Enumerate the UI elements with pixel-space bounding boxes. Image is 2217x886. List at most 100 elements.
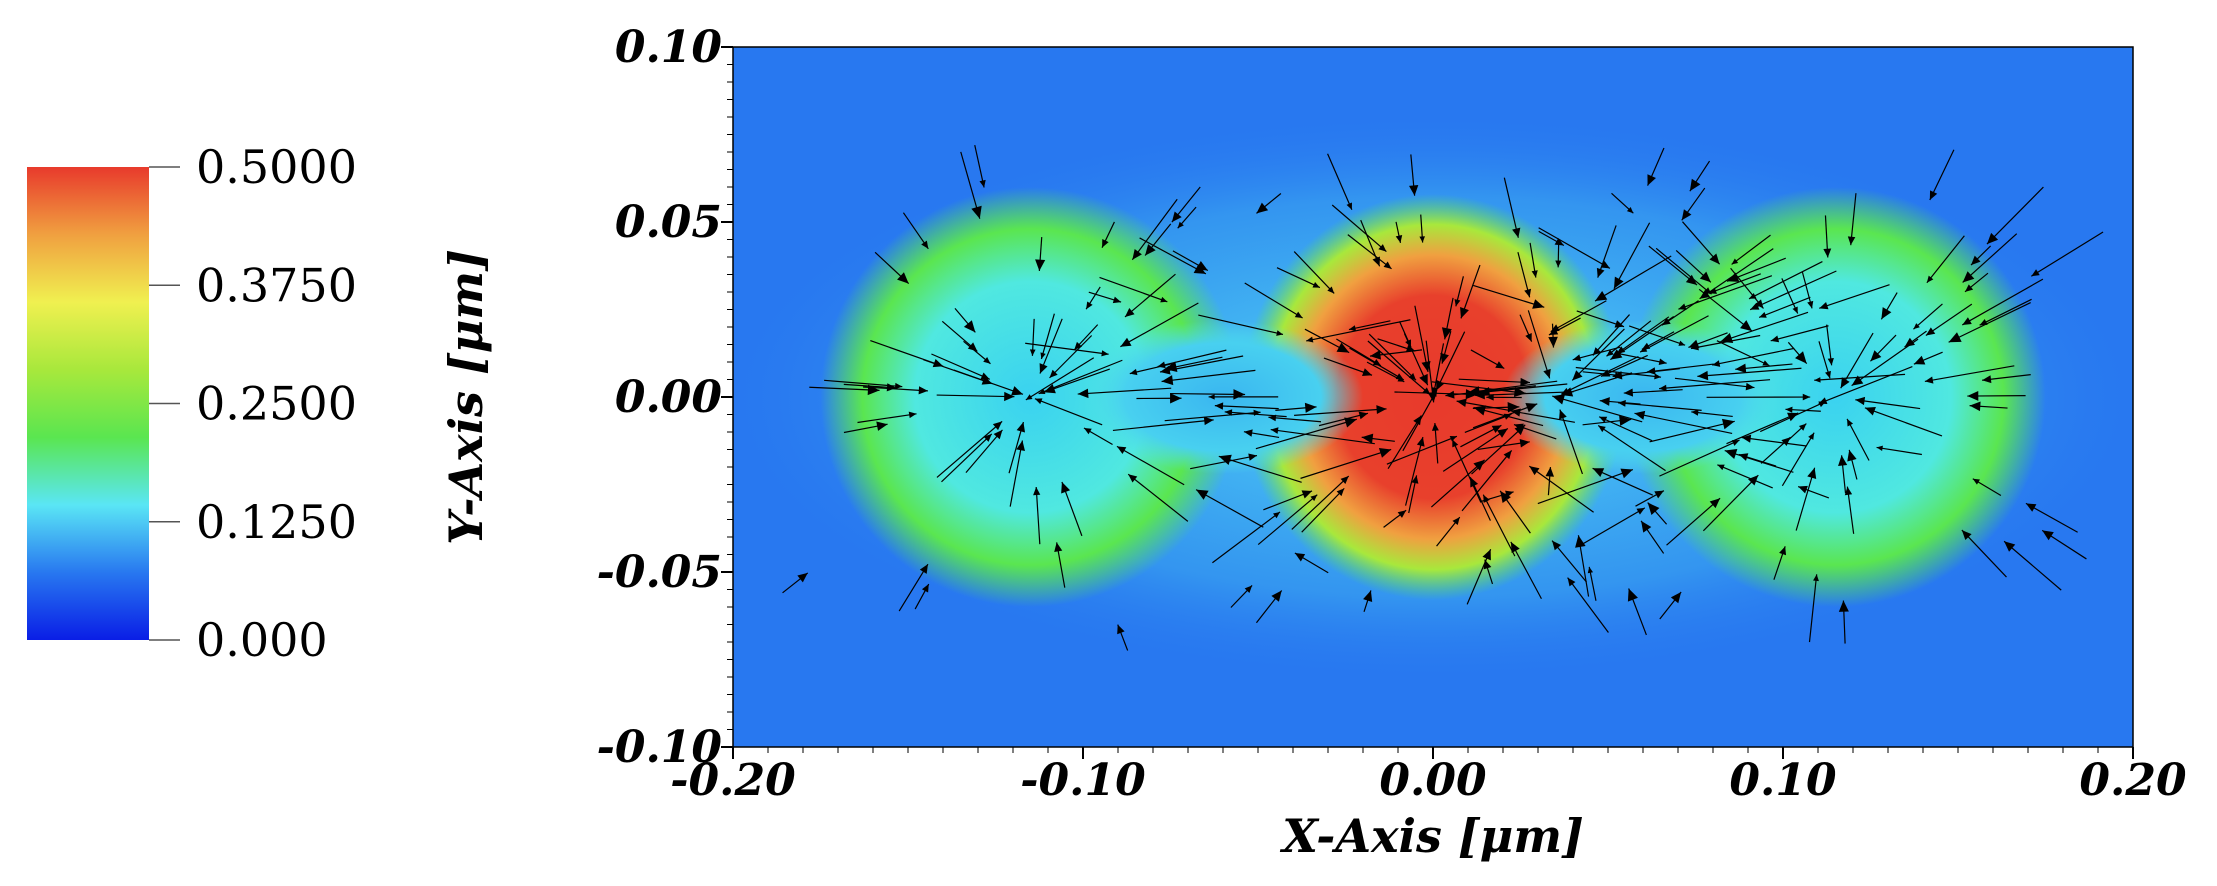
vector-arrow: [1850, 193, 1857, 246]
x-axis-title: X-Axis [μm]: [1279, 809, 1584, 863]
vector-arrowhead: [1913, 355, 1926, 365]
vector-arrowhead: [971, 205, 982, 219]
vector-arrowhead: [1717, 464, 1725, 471]
vector-arrow: [1009, 440, 1024, 507]
vector-arrowhead: [1626, 206, 1634, 214]
colorbar-tick-label: 0.000: [196, 613, 328, 667]
x-tick-label: 0.10: [1729, 755, 1837, 806]
vector-arrowhead: [1160, 296, 1168, 303]
vector-arrow: [1986, 186, 2044, 245]
vector-arrowhead: [1814, 377, 1821, 383]
vector-arrow: [1726, 412, 1799, 445]
vector-arrowhead: [983, 433, 992, 442]
vector-arrowhead: [1614, 320, 1625, 328]
vector-arrowhead: [1709, 498, 1721, 509]
vector-arrowhead: [1792, 306, 1798, 314]
vector-arrowhead: [1748, 475, 1759, 486]
vector-arrowhead: [1301, 490, 1313, 499]
vector-arrowhead: [1606, 349, 1614, 357]
vector-arrow: [1979, 298, 2032, 326]
vector-arrow: [1962, 233, 2018, 283]
vector-arrowhead: [1904, 337, 1915, 348]
colorbar-tick-label: 0.2500: [196, 377, 357, 431]
vector-arrow: [870, 340, 944, 367]
vector-arrow: [1212, 511, 1281, 564]
vector-arrowhead: [1543, 368, 1551, 379]
vector-arrowhead: [1128, 474, 1138, 483]
vector-arrowhead: [1552, 540, 1562, 551]
vector-arrowhead: [1468, 386, 1480, 397]
vector-arrow: [1846, 418, 1870, 461]
vector-arrowhead: [1610, 349, 1623, 360]
vector-arrow: [1331, 204, 1387, 253]
vector-arrowhead: [1575, 535, 1586, 548]
vector-arrowhead: [1086, 301, 1093, 310]
vector-arrow: [1724, 449, 1794, 473]
vector-arrowhead: [1731, 258, 1739, 265]
vector-arrowhead: [1327, 286, 1335, 294]
vector-arrowhead: [1035, 259, 1046, 271]
vector-arrow: [965, 429, 1003, 473]
vector-arrowhead: [2031, 269, 2040, 277]
vector-arrowhead: [1948, 332, 1962, 343]
vector-arrow: [1592, 314, 1630, 356]
vector-arrowhead: [1116, 446, 1127, 454]
vector-arrowhead: [1306, 336, 1314, 343]
vector-arrow: [1294, 408, 1387, 416]
vector-arrowhead: [1798, 485, 1808, 494]
vector-arrowhead: [1659, 384, 1667, 392]
vector-arrowhead: [1712, 360, 1721, 367]
vector-arrow: [1368, 333, 1417, 381]
vector-arrowhead: [1640, 346, 1648, 353]
vector-arrow: [1300, 448, 1392, 479]
vector-arrowhead: [1276, 330, 1283, 336]
vector-arrow: [1112, 419, 1214, 432]
vector-arrowhead: [1224, 409, 1233, 416]
vector-arrowhead: [1101, 350, 1109, 357]
vector-arrowhead: [1847, 418, 1854, 427]
vector-arrowhead: [1818, 397, 1828, 405]
vector-arrowhead: [1755, 299, 1764, 309]
vector-arrowhead: [1704, 287, 1712, 295]
vector-arrowhead: [1720, 332, 1734, 343]
vector-arrowhead: [1870, 350, 1882, 362]
vector-arrowhead: [1658, 358, 1667, 366]
y-tick-label: 0.10: [615, 22, 723, 73]
vector-arrowhead: [1421, 361, 1431, 372]
x-tick-label: -0.20: [670, 755, 796, 806]
vector-arrowhead: [993, 429, 1003, 440]
vector-arrowhead: [1929, 190, 1938, 201]
vector-arrow: [1597, 225, 1617, 278]
vector-arrowhead: [1378, 244, 1387, 252]
vector-arrowhead: [1525, 403, 1538, 413]
vector-arrowhead: [1208, 394, 1215, 400]
vector-arrowhead: [1129, 368, 1138, 376]
vector-arrowhead: [1688, 339, 1700, 349]
vector-arrow: [809, 386, 880, 391]
x-tick-label: -0.10: [1020, 755, 1146, 806]
vector-arrowhead: [1157, 361, 1166, 369]
vector-arrowhead: [1507, 402, 1520, 413]
vector-arrowhead: [1074, 341, 1082, 350]
vector-arrow: [1571, 328, 1625, 381]
vector-arrow: [953, 369, 1024, 395]
vector-arrowhead: [1034, 398, 1043, 405]
vector-arrow: [1336, 338, 1382, 367]
vector-arrow: [1594, 255, 1672, 302]
vector-arrowhead: [1685, 274, 1698, 286]
vector-arrowhead: [1248, 453, 1258, 461]
vector-arrowhead: [1825, 370, 1831, 379]
vector-arrowhead: [1592, 468, 1605, 477]
vector-arrow: [1291, 475, 1350, 530]
vector-arrow: [1347, 234, 1392, 270]
vector-arrowhead: [1855, 396, 1866, 406]
vector-arrow: [1649, 420, 1735, 443]
vector-arrow: [1127, 473, 1189, 522]
vector-arrow: [1855, 399, 1921, 410]
vector-arrow: [1198, 314, 1284, 336]
vector-arrowhead: [1361, 433, 1374, 444]
vector-arrowhead: [1813, 574, 1819, 582]
vector-arrow: [1270, 428, 1375, 445]
vector-arrow: [857, 413, 917, 424]
vector-arrowhead: [1482, 549, 1491, 561]
